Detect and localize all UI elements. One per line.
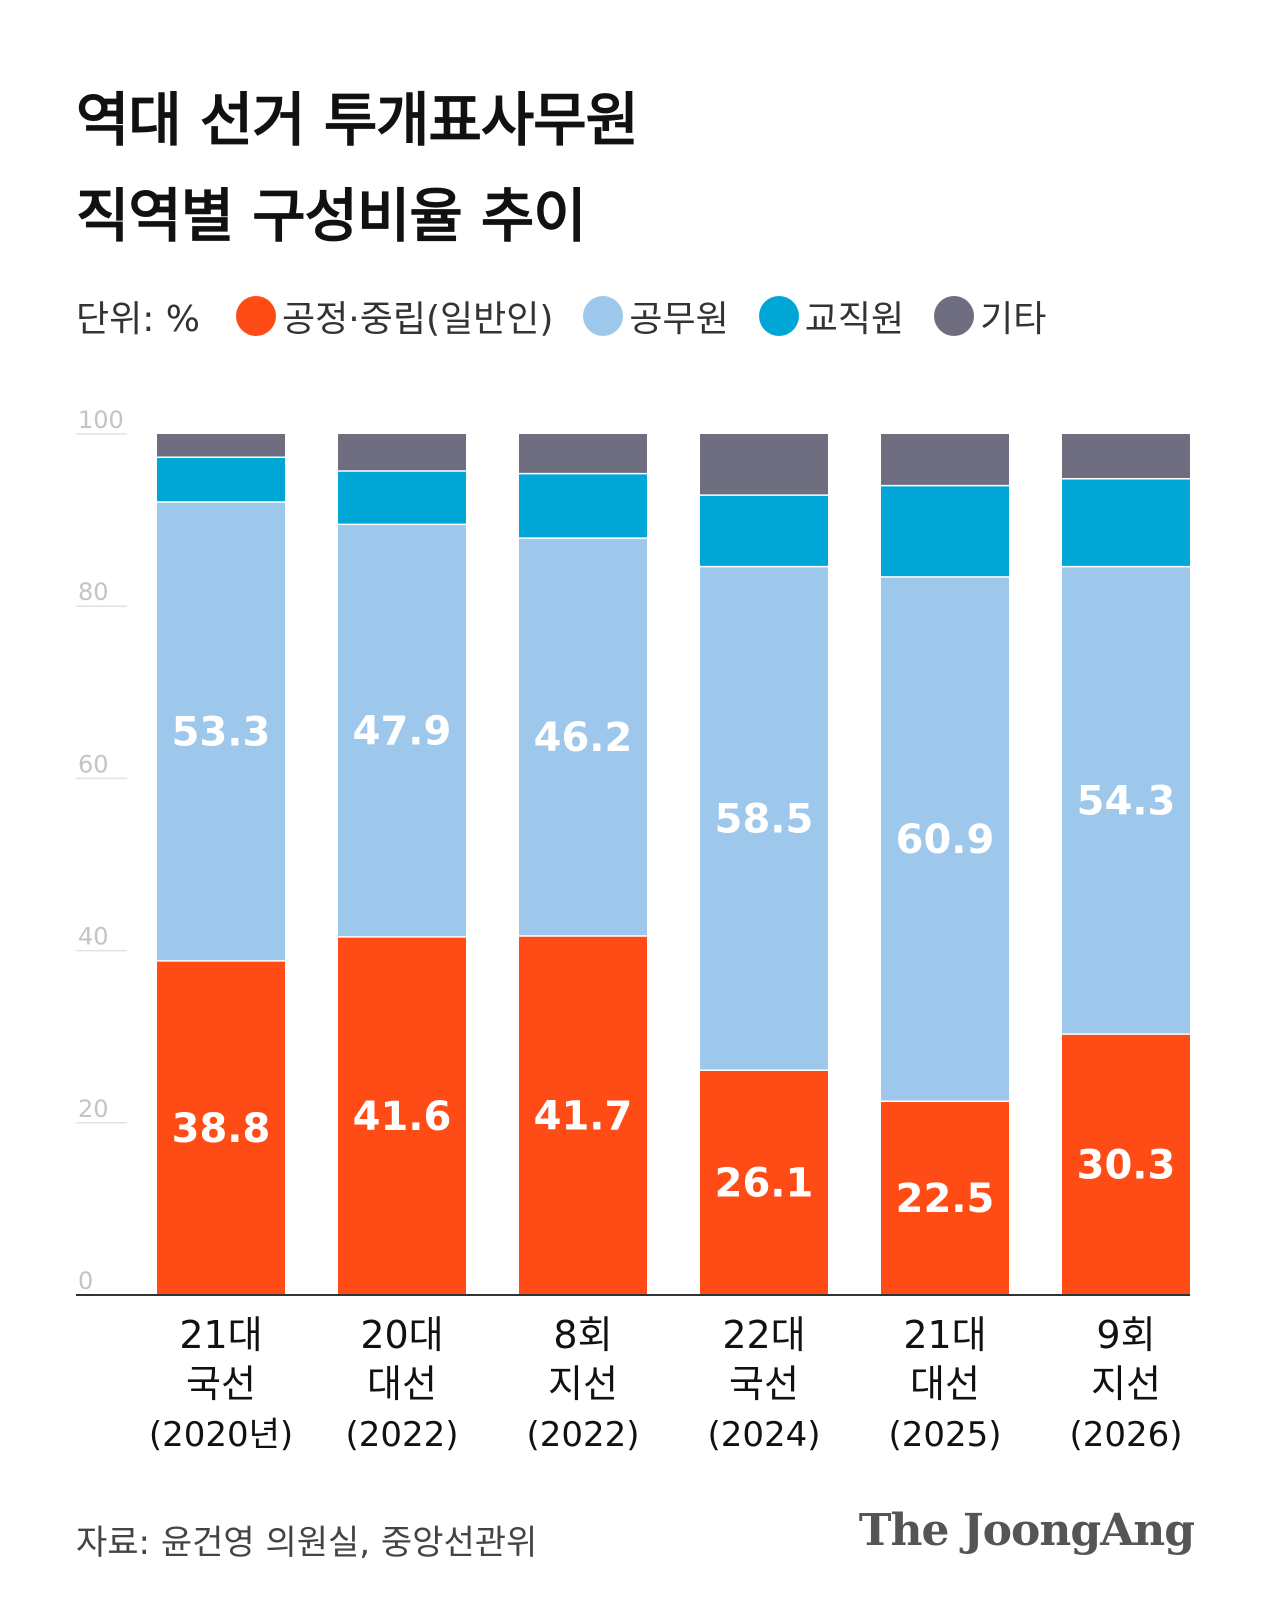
y-tick-label: 20	[78, 1095, 109, 1123]
bar-segment	[700, 566, 828, 1071]
bar-segment	[700, 1070, 828, 1295]
x-tick-label: 대선	[367, 1362, 437, 1406]
data-label: 47.9	[353, 709, 452, 755]
bar-segment	[700, 495, 828, 567]
source-note: 자료: 윤건영 의원실, 중앙선관위	[76, 1523, 538, 1563]
y-tick-label: 40	[78, 923, 109, 951]
legend-item-teacher: 교직원	[758, 290, 905, 342]
y-tick-label: 60	[78, 750, 109, 778]
bar-segment	[157, 960, 285, 1295]
legend-label: 공무원	[629, 299, 729, 340]
bar-segment	[338, 524, 466, 937]
bar-segment	[338, 471, 466, 525]
y-tick-label: 80	[78, 578, 109, 606]
bar-segment	[519, 538, 647, 936]
bar-segment	[157, 434, 285, 458]
bar-segment	[700, 434, 828, 496]
bar-segment	[1062, 478, 1190, 567]
x-tick-label: 국선	[729, 1362, 799, 1406]
bar-segment	[338, 434, 466, 472]
legend-item-general: 공정·중립(일반인)	[236, 290, 553, 342]
data-label: 38.8	[172, 1106, 271, 1152]
y-tick-label: 100	[78, 406, 124, 434]
x-tick-label: (2022)	[526, 1415, 639, 1455]
x-tick-label: 21대	[903, 1313, 986, 1357]
legend-item-civil-servant: 공무원	[583, 290, 729, 342]
data-label: 30.3	[1077, 1143, 1176, 1189]
legend-label: 공정·중립(일반인)	[282, 299, 554, 340]
x-tick-label: 지선	[548, 1362, 618, 1406]
bar-segment	[881, 1101, 1009, 1295]
x-tick-label: 국선	[186, 1362, 256, 1406]
legend-label: 기타	[980, 299, 1047, 340]
data-label: 53.3	[172, 709, 271, 755]
data-label: 41.6	[353, 1094, 452, 1140]
legend-dot-icon	[758, 296, 799, 336]
title-line-2: 직역별 구성비율 추이	[76, 182, 587, 250]
x-tick-label: 대선	[910, 1362, 980, 1406]
bar-segment	[157, 457, 285, 503]
bar-segment	[519, 935, 647, 1295]
x-tick-label: (2025)	[888, 1415, 1001, 1455]
unit-label: 단위: %	[76, 299, 201, 340]
data-label: 26.1	[715, 1161, 814, 1207]
data-label: 60.9	[896, 817, 995, 863]
x-tick-label: 22대	[722, 1313, 805, 1357]
x-tick-label: 9회	[1096, 1313, 1155, 1357]
x-tick-label: 8회	[553, 1313, 612, 1357]
bar-segment	[1062, 1034, 1190, 1295]
title-line-1: 역대 선거 투개표사무원	[76, 86, 639, 154]
data-label: 54.3	[1077, 778, 1176, 824]
x-tick-label: 지선	[1091, 1362, 1161, 1406]
data-label: 46.2	[534, 715, 633, 761]
bar-segment	[157, 502, 285, 961]
x-tick-label: (2020년)	[149, 1415, 293, 1455]
legend-dot-icon	[583, 296, 624, 336]
bar-segment	[519, 434, 647, 474]
x-tick-label: (2024)	[707, 1415, 820, 1455]
bar-segment	[881, 434, 1009, 486]
legend-label: 교직원	[804, 299, 905, 340]
chart-title: 역대 선거 투개표사무원 직역별 구성비율 추이	[76, 72, 639, 264]
data-label: 58.5	[715, 796, 814, 842]
brand-logo: The JoongAng	[858, 1505, 1195, 1556]
bar-segment	[338, 936, 466, 1295]
x-tick-label: 20대	[360, 1313, 443, 1357]
x-tick-label: (2026)	[1069, 1415, 1182, 1455]
bar-segment	[519, 473, 647, 539]
bar-segment	[1062, 434, 1190, 479]
x-tick-label: 21대	[179, 1313, 262, 1357]
bar-segment	[881, 485, 1009, 577]
data-label: 41.7	[534, 1093, 633, 1139]
legend-item-other: 기타	[934, 290, 1046, 342]
legend: 단위: % 공정·중립(일반인) 공무원 교직원 기타	[76, 286, 1076, 346]
y-tick-label: 0	[78, 1267, 93, 1295]
legend-dot-icon	[236, 296, 277, 336]
bar-segment	[1062, 566, 1190, 1035]
legend-dot-icon	[934, 296, 975, 336]
x-tick-label: (2022)	[345, 1415, 458, 1455]
data-label: 22.5	[896, 1176, 995, 1222]
bar-segment	[881, 576, 1009, 1102]
